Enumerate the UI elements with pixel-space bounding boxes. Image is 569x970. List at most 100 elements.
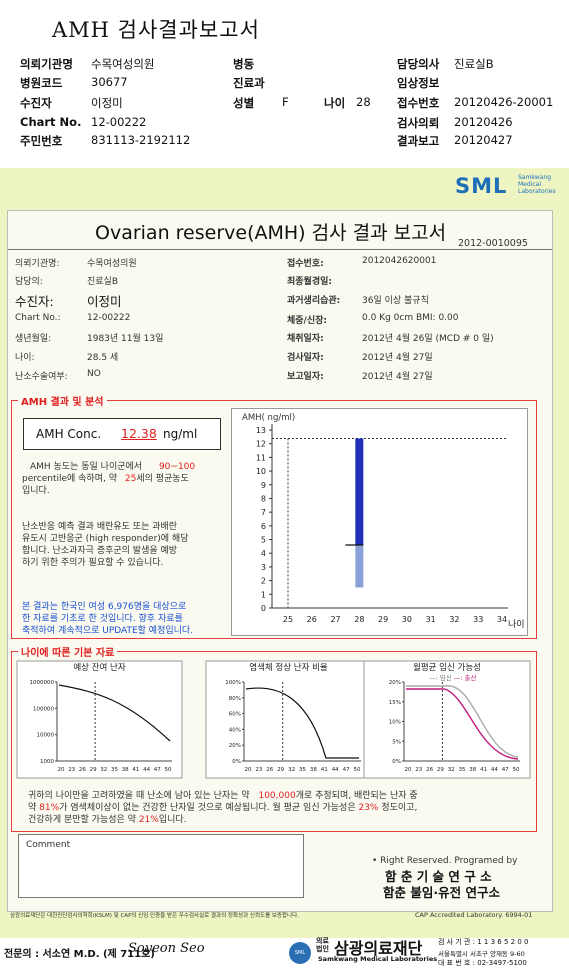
amh-para3-line2: 한 자료를 기초로 한 것입니다. 향후 자료를	[22, 614, 183, 624]
amh-range-lower-bar	[355, 545, 364, 588]
normal-eggs-rate: 81%	[39, 803, 60, 813]
header-key2b-2: 나이	[324, 96, 346, 110]
patient-right-value-3: 0.0 Kg 0cm BMI: 0.00	[362, 313, 459, 323]
amh-chart-ytick-label: 2	[261, 577, 266, 586]
amh-chart-xtick-label: 25	[283, 615, 293, 624]
small-chart-xtick-label: 44	[143, 767, 150, 773]
patient-left-key-1: 담당의:	[15, 277, 43, 287]
patient-left-key-3: Chart No.:	[15, 313, 61, 323]
institute-1: 함 춘 기 술 연 구 소	[385, 869, 492, 884]
small-chart-xtick-label: 47	[154, 767, 161, 773]
sml-logo-text: SML	[455, 174, 508, 198]
small-chart-ytick-label: 100%	[225, 680, 241, 686]
header-value-4: 831113-2192112	[91, 133, 191, 147]
header-key-4: 주민번호	[20, 134, 63, 148]
small-chart-ytick-label: 40%	[229, 727, 241, 733]
small-chart-ytick-label: 10000	[37, 733, 55, 739]
amh-chart-xtick-label: 27	[330, 615, 340, 624]
patient-left-value-3: 12-00222	[87, 313, 131, 323]
amh-conc-unit: ng/ml	[163, 427, 198, 441]
lab-code: 검 사 기 관 : 1 1 3 6 5 2 0 0	[438, 938, 529, 946]
small-chart-ytick-label: 10%	[389, 720, 401, 726]
patient-right-key-6: 보고일자:	[287, 372, 324, 382]
amh-chart-xtick-label: 28	[354, 615, 364, 624]
rights-text: • Right Reserved. Programed by	[372, 856, 518, 866]
delivery-rate: 21%	[138, 815, 159, 825]
amh-text-1c: percentile에 속하며, 약	[22, 474, 117, 484]
header-key-3: Chart No.	[20, 115, 82, 129]
age-text-2e: 정도이고,	[381, 803, 418, 813]
small-chart-xtick-label: 32	[288, 767, 295, 773]
small-chart-ytick-label: 15%	[389, 700, 401, 706]
header-value3-2: 20120426-20001	[454, 95, 554, 109]
amh-equiv-age: 25	[124, 474, 137, 484]
patient-left-value-1: 진료실B	[87, 277, 119, 287]
small-chart-xtick-label: 35	[111, 767, 118, 773]
small-chart-ytick-label: 20%	[389, 680, 401, 686]
patient-left-key-6: 난소수술여부:	[15, 372, 68, 382]
amh-conc-label: AMH Conc.	[36, 427, 102, 441]
small-chart-ytick-label: 80%	[229, 696, 241, 702]
amh-chart-xtick-label: 30	[402, 615, 412, 624]
report-doc-no: 2012-0010095	[458, 238, 528, 249]
amh-chart-ytick-label: 10	[256, 467, 266, 476]
amh-chart-ylabel: AMH( ng/ml)	[242, 413, 295, 423]
doctor-label: 전문의 : 서소연 M.D. (제 711호)	[4, 949, 155, 960]
amh-chart-ytick-label: 5	[261, 536, 266, 545]
amh-text-1e: 세의 평균농도	[136, 474, 189, 484]
small-chart-ytick-label: 5%	[392, 739, 401, 745]
header-value-2: 이정미	[91, 96, 123, 110]
header-value-3: 12-00222	[91, 115, 147, 129]
corp-name-en: Samkwang Medical Laboratories	[318, 955, 438, 963]
header-value3-0: 진료실B	[454, 57, 494, 71]
patient-right-value-4: 2012년 4월 26일 (MCD # 0 일)	[362, 334, 494, 344]
corp-name: 삼광의료재단	[334, 939, 423, 958]
corp-small-2: 법인	[316, 945, 329, 953]
amh-para2-line2: 유도시 고반응군 (high responder)에 해당	[22, 534, 189, 544]
small-chart-xtick-label: 26	[266, 767, 273, 773]
amh-section	[11, 400, 537, 639]
header-key3-4: 결과보고	[397, 134, 440, 148]
small-chart-ytick-label: 1000000	[30, 680, 55, 686]
small-chart-xtick-label: 41	[480, 767, 487, 773]
small-chart-xtick-label: 20	[405, 767, 412, 773]
header-key-0: 의뢰기관명	[20, 57, 73, 71]
lab-address: 서울특별시 서초구 양재동 9-60	[438, 950, 525, 958]
amh-chart-ytick-label: 9	[261, 481, 266, 490]
patient-right-value-0: 2012042620001	[362, 256, 437, 266]
amh-chart-ytick-label: 13	[256, 426, 266, 435]
amh-chart-xtick-label: 31	[426, 615, 436, 624]
patient-right-key-5: 검사일자:	[287, 353, 324, 363]
amh-text-1a: AMH 농도는 동일 나이군에서	[30, 462, 143, 472]
header-value3-3: 20120426	[454, 115, 513, 129]
small-chart-xtick-label: 26	[426, 767, 433, 773]
patient-left-value-6: NO	[87, 369, 101, 379]
patient-right-key-3: 체중/신장:	[287, 316, 328, 326]
comment-box	[18, 834, 304, 898]
amh-para3-line1: 본 결과는 한국인 여성 6,976명을 대상으로	[22, 602, 187, 612]
amh-para2-line1: 난소반응 예측 결과 배란유도 또는 과배란	[22, 522, 178, 532]
corp-logo-icon: SML	[289, 942, 311, 964]
small-chart-xtick-label: 41	[321, 767, 328, 773]
small-chart-xtick-label: 29	[277, 767, 284, 773]
amh-para3-line3: 축적하여 계속적으로 UPDATE할 예정입니다.	[22, 626, 194, 636]
small-chart-xtick-label: 35	[299, 767, 306, 773]
header-key-1: 병원코드	[20, 76, 63, 90]
small-chart-xtick-label: 50	[513, 767, 520, 773]
header-key2-1: 진료과	[233, 76, 265, 90]
header-value2-2: F	[282, 95, 289, 109]
small-chart-xtick-label: 50	[165, 767, 172, 773]
patient-left-key-4: 생년월일:	[15, 334, 52, 344]
header-key2-0: 병동	[233, 57, 255, 71]
amh-chart-ytick-label: 12	[256, 440, 266, 449]
amh-text-1f: 입니다.	[22, 486, 50, 496]
sml-logo-sub3: Laboratories	[518, 188, 556, 195]
legend-delivery: —: 출산	[454, 673, 477, 682]
amh-chart-ytick-label: 8	[261, 494, 266, 503]
sml-logo-sub1: Samkwang	[518, 174, 551, 181]
small-chart-xtick-label: 41	[132, 767, 139, 773]
patient-right-key-2: 과거생리습관:	[287, 296, 341, 306]
small-chart-xtick-label: 23	[415, 767, 422, 773]
amh-chart-ytick-label: 6	[261, 522, 266, 531]
